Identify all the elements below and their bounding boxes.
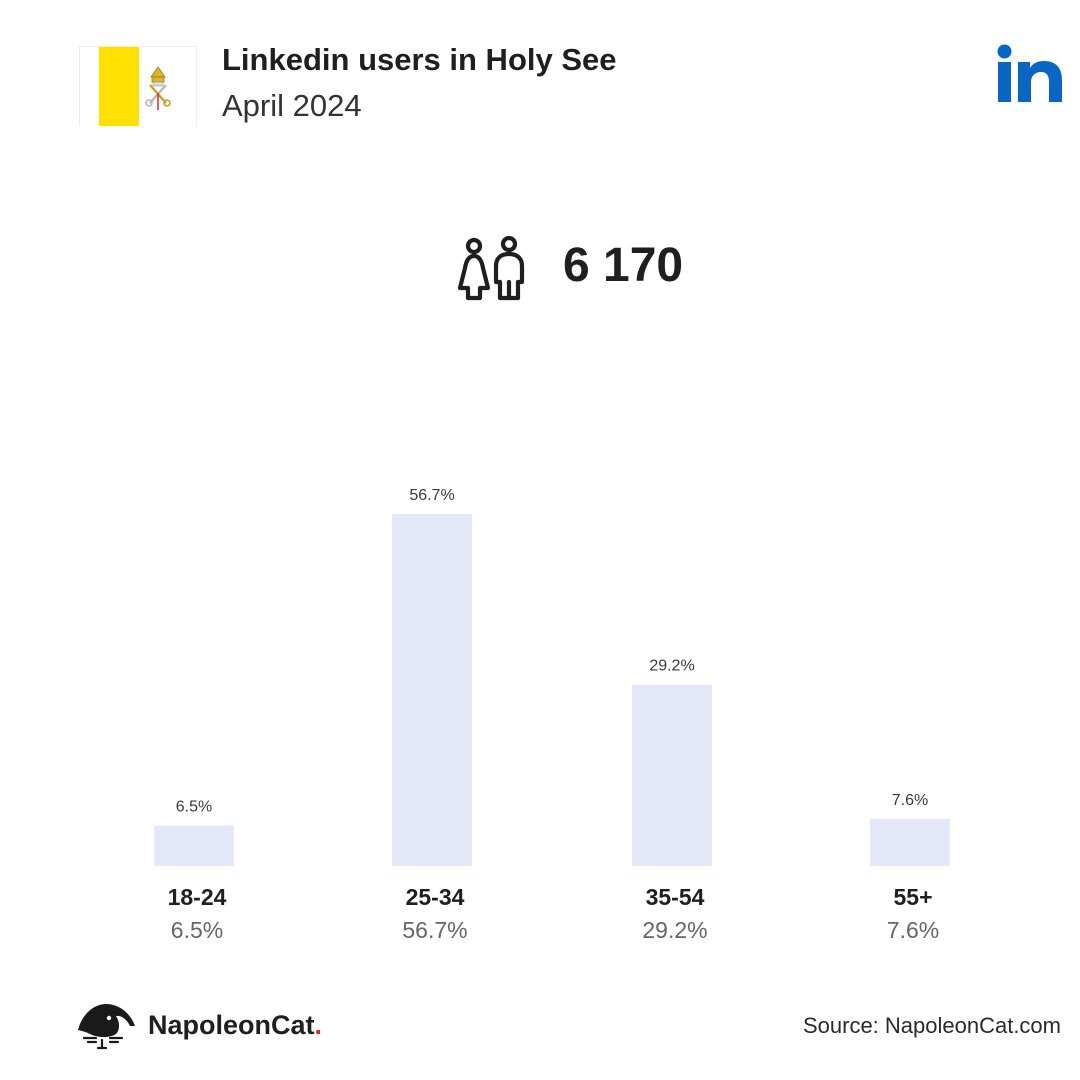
category-percent: 56.7%: [402, 917, 467, 943]
bar-value-label: 6.5%: [176, 799, 212, 816]
bar-value-label: 29.2%: [649, 658, 694, 675]
bar-35-54: [632, 684, 712, 866]
bar-55+: [870, 818, 950, 866]
bar-value-label: 7.6%: [892, 792, 928, 809]
linkedin-logo-icon: [997, 44, 1062, 102]
bar-value-label: 56.7%: [409, 487, 454, 504]
man-woman-icon: [457, 236, 525, 301]
category-label: 55+: [893, 884, 932, 910]
total-users-value: 6 170: [563, 239, 684, 292]
category-label: 25-34: [406, 884, 465, 910]
category-label: 18-24: [168, 884, 227, 910]
page-title: Linkedin users in Holy See: [222, 42, 617, 77]
brand-name-text: NapoleonCat: [148, 1010, 315, 1040]
page-subtitle: April 2024: [222, 88, 362, 123]
source-credit: Source: NapoleonCat.com: [802, 1013, 1061, 1038]
brand-name: NapoleonCat.: [148, 1010, 322, 1041]
bar-25-34: [392, 514, 472, 866]
papal-keys-emblem-icon: [145, 66, 171, 110]
flag-yellow-band: [99, 47, 139, 126]
category-percent: 29.2%: [642, 917, 707, 943]
category-percent: 7.6%: [887, 917, 939, 943]
napoleoncat-logo-icon: [78, 1004, 135, 1050]
bar-18-24: [154, 825, 234, 866]
holy-see-flag-icon: [79, 46, 197, 126]
category-label: 35-54: [646, 884, 705, 910]
category-percent: 6.5%: [171, 917, 223, 943]
brand-dot: .: [314, 1010, 323, 1040]
